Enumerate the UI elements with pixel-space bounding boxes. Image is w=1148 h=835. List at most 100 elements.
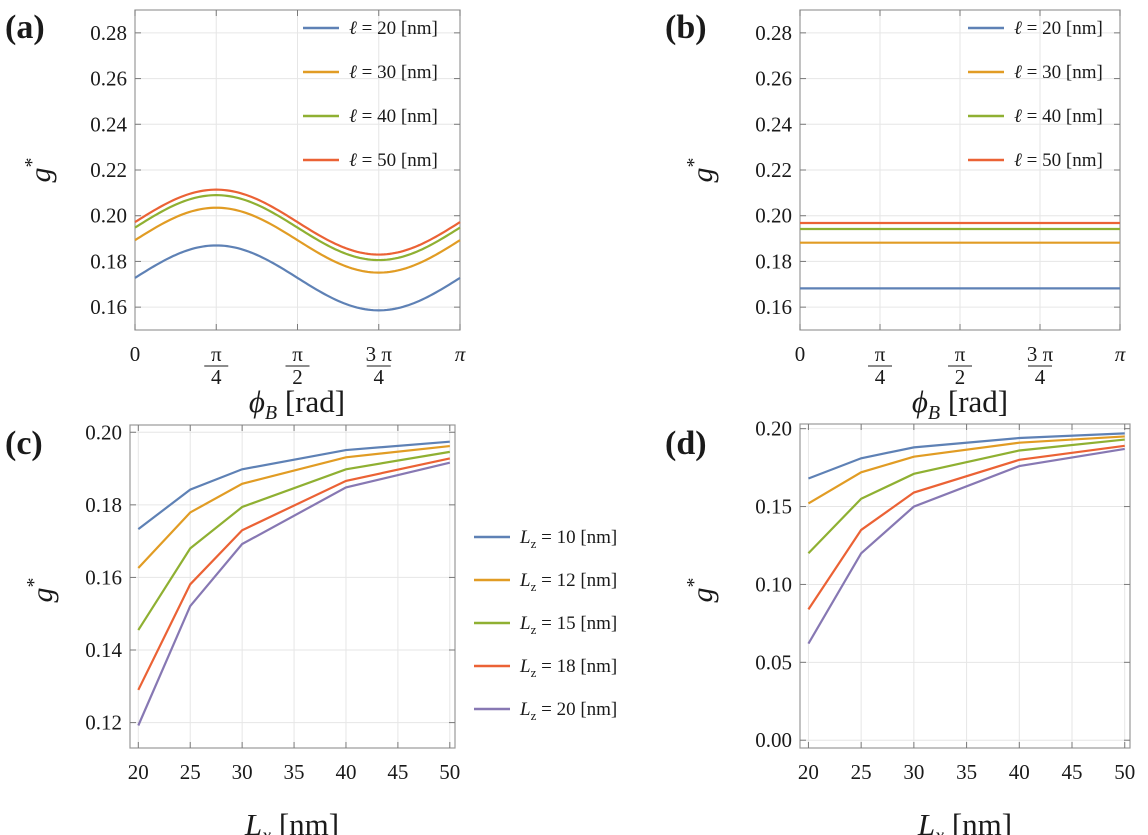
series-line-2 (134, 206, 461, 274)
x-tick-label: 20 (798, 760, 819, 784)
y-tick-label: 0.15 (755, 495, 792, 519)
y-tick-label: 0.22 (90, 158, 127, 182)
x-tick-label: 25 (851, 760, 872, 784)
x-tick-label: 3 π4 (1027, 342, 1054, 389)
x-tick-numerator: 3 π (1027, 342, 1054, 366)
x-tick-numerator: π (211, 342, 222, 366)
y-tick-label: 0.18 (755, 249, 792, 273)
y-tick-label: 0.20 (90, 204, 127, 228)
legend-entry: ℓ = 20 [nm] (1014, 18, 1103, 39)
y-tick-label: 0.24 (755, 112, 792, 136)
series-line-2 (137, 444, 450, 569)
y-tick-label: 0.26 (90, 67, 127, 91)
x-tick-label: 45 (387, 760, 408, 784)
x-tick-label: 50 (1114, 760, 1135, 784)
y-tick-label: 0.16 (85, 565, 122, 589)
x-axis-title: Lx [nm] (917, 807, 1012, 835)
x-tick-denominator: 4 (875, 365, 886, 389)
x-axis-title: ϕB [rad] (912, 384, 1008, 424)
y-tick-label: 0.16 (755, 295, 792, 319)
x-tick-label: 40 (335, 760, 356, 784)
legend-entry: Lz = 18 [nm] (519, 656, 617, 680)
series-line-5 (807, 447, 1125, 645)
series-line-3 (807, 438, 1125, 555)
y-tick-label: 0.24 (90, 112, 127, 136)
legend-entry: ℓ = 40 [nm] (349, 106, 438, 127)
x-tick-label: π2 (285, 342, 310, 389)
x-tick-numerator: π (292, 342, 303, 366)
legend-entry: Lz = 10 [nm] (519, 527, 617, 551)
x-axis-title: Lx [nm] (244, 807, 339, 835)
x-tick-label: π (455, 342, 466, 366)
y-tick-label: 0.22 (755, 158, 792, 182)
legend-entry: ℓ = 20 [nm] (349, 18, 438, 39)
x-tick-denominator: 4 (211, 365, 222, 389)
panel-c: 0.12 0.14 0.16 0.18 0.20 20 25 30 35 40 45 50 Lz = 1… (5, 420, 617, 835)
x-tick-label: 40 (1009, 760, 1030, 784)
y-tick-label: 0.28 (755, 21, 792, 45)
x-tick-denominator: 4 (1035, 365, 1046, 389)
y-tick-label: 0.16 (90, 295, 127, 319)
series-line-4 (137, 457, 451, 691)
x-tick-label: 30 (903, 760, 924, 784)
x-tick-label: 0 (795, 342, 806, 366)
y-tick-label: 0.18 (85, 493, 122, 517)
series-line-2 (807, 435, 1125, 505)
y-tick-label: 0.20 (755, 417, 792, 441)
x-tick-denominator: 2 (292, 365, 303, 389)
legend-entry: Lz = 15 [nm] (519, 613, 617, 637)
y-tick-label: 0.20 (755, 204, 792, 228)
x-tick-label: 35 (284, 760, 305, 784)
y-tick-label: 0.28 (90, 21, 127, 45)
legend-entry: ℓ = 30 [nm] (349, 62, 438, 83)
legend-entry: ℓ = 30 [nm] (1014, 62, 1103, 83)
x-tick-label: 3 π4 (366, 342, 393, 389)
x-tick-label: 35 (956, 760, 977, 784)
x-tick-label: π4 (204, 342, 229, 389)
y-tick-label: 0.20 (85, 420, 122, 444)
panel-label: (b) (665, 9, 707, 46)
y-axis-title: g* (683, 158, 719, 183)
x-tick-label: 0 (130, 342, 141, 366)
plot-frame (799, 423, 1131, 749)
y-tick-label: 0.10 (755, 572, 792, 596)
x-axis-title: ϕB [rad] (249, 384, 345, 424)
y-axis-title: g* (21, 158, 57, 183)
series-line-1 (808, 432, 1125, 480)
legend-entry: ℓ = 40 [nm] (1014, 106, 1103, 127)
panel-label: (c) (5, 425, 43, 462)
x-tick-label: 30 (232, 760, 253, 784)
x-tick-label: π2 (948, 342, 973, 389)
legend-entry: Lz = 20 [nm] (519, 699, 617, 723)
x-tick-label: π4 (868, 342, 893, 389)
series-line-3 (134, 194, 461, 262)
y-tick-label: 0.14 (85, 638, 122, 662)
x-tick-numerator: 3 π (366, 342, 393, 366)
x-tick-denominator: 4 (374, 365, 385, 389)
x-tick-label: 50 (439, 760, 460, 784)
legend-entry: ℓ = 50 [nm] (1014, 150, 1103, 171)
x-tick-numerator: π (875, 342, 886, 366)
panel-d: 0.00 0.05 0.10 0.15 0.20 20 25 30 35 40 45 50 (d) Lx … (665, 417, 1135, 835)
x-tick-label: 25 (180, 760, 201, 784)
y-tick-label: 0.26 (755, 67, 792, 91)
series-line-3 (137, 450, 450, 631)
series-line-5 (137, 461, 451, 726)
y-axis-title: g* (23, 578, 59, 603)
x-tick-label: π (1115, 342, 1126, 366)
series-line-1 (137, 440, 450, 531)
legend-entry: ℓ = 50 [nm] (349, 150, 438, 171)
series-line-1 (134, 244, 461, 312)
plot-frame (129, 424, 456, 749)
x-tick-numerator: π (955, 342, 966, 366)
series-line-4 (134, 188, 461, 256)
panel-label: (a) (5, 9, 45, 46)
series-line-4 (807, 444, 1125, 610)
x-tick-denominator: 2 (955, 365, 966, 389)
legend-entry: Lz = 12 [nm] (519, 570, 617, 594)
y-tick-label: 0.05 (755, 650, 792, 674)
y-tick-label: 0.00 (755, 728, 792, 752)
